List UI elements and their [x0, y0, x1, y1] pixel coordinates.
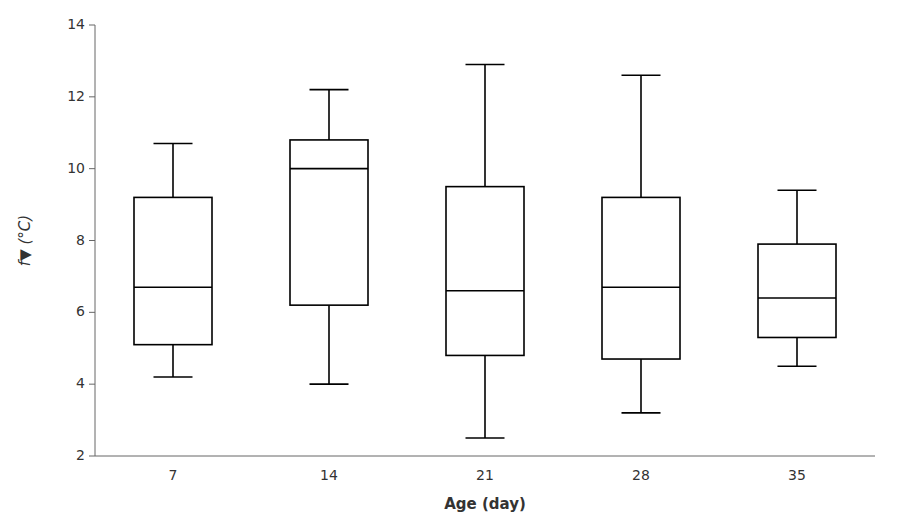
- upper-whisker: [172, 144, 174, 198]
- y-tick: [89, 312, 95, 313]
- plot-area: [134, 65, 836, 439]
- x-tick-label: 7: [169, 467, 178, 483]
- y-tick: [89, 384, 95, 385]
- upper-cap: [466, 64, 505, 66]
- upper-whisker: [796, 190, 798, 244]
- y-tick-label: 4: [76, 375, 85, 391]
- lower-cap: [778, 365, 817, 367]
- y-tick-label: 14: [67, 16, 85, 32]
- median: [602, 286, 680, 288]
- box-group: [602, 75, 680, 413]
- box: [602, 197, 680, 359]
- upper-cap: [622, 74, 661, 76]
- x-tick-label: 21: [476, 467, 494, 483]
- lower-cap: [154, 376, 193, 378]
- y-tick-label: 6: [76, 303, 85, 319]
- box-group: [446, 65, 524, 439]
- y-tick: [89, 168, 95, 169]
- x-axis-line: [95, 456, 875, 457]
- box-group: [134, 144, 212, 377]
- y-axis-title: f▼ (°C): [16, 215, 34, 266]
- box: [758, 244, 836, 337]
- y-tick-label: 2: [76, 447, 85, 463]
- upper-whisker: [484, 65, 486, 187]
- y-tick: [89, 456, 95, 457]
- x-tick-label: 28: [632, 467, 650, 483]
- lower-whisker: [172, 345, 174, 377]
- y-tick: [89, 25, 95, 26]
- box-group: [290, 90, 368, 385]
- axes: 2 4 6 8 10 12 14 7 14 21 28 35: [67, 16, 875, 483]
- box: [290, 140, 368, 305]
- upper-cap: [154, 143, 193, 145]
- x-axis-title: Age (day): [444, 495, 526, 513]
- upper-whisker: [640, 75, 642, 197]
- upper-cap: [310, 89, 349, 91]
- upper-whisker: [328, 90, 330, 140]
- box: [446, 187, 524, 356]
- upper-cap: [778, 189, 817, 191]
- lower-cap: [310, 383, 349, 385]
- box: [134, 197, 212, 344]
- y-axis-line: [95, 25, 96, 456]
- lower-cap: [466, 437, 505, 439]
- y-tick: [89, 240, 95, 241]
- x-tick-label: 14: [320, 467, 338, 483]
- lower-whisker: [796, 337, 798, 366]
- lower-cap: [622, 412, 661, 414]
- chart: 2 4 6 8 10 12 14 7 14 21 28 35 Age (day) f▼ (°C): [0, 0, 900, 531]
- y-tick: [89, 96, 95, 97]
- lower-whisker: [640, 359, 642, 413]
- y-tick-label: 12: [67, 88, 85, 104]
- box-group: [758, 190, 836, 366]
- median: [446, 290, 524, 292]
- median: [290, 168, 368, 170]
- y-tick-label: 10: [67, 160, 85, 176]
- median: [758, 297, 836, 299]
- lower-whisker: [484, 355, 486, 438]
- y-tick-label: 8: [76, 232, 85, 248]
- lower-whisker: [328, 305, 330, 384]
- chart-container: 2 4 6 8 10 12 14 7 14 21 28 35 Age (day) f▼ (°C): [0, 0, 900, 531]
- median: [134, 286, 212, 288]
- x-tick-label: 35: [788, 467, 806, 483]
